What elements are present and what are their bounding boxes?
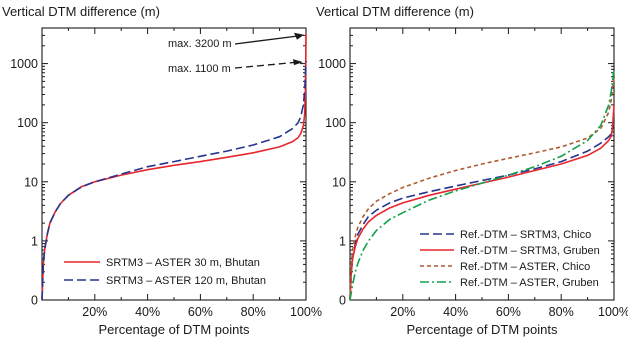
- annotation-arrow: [234, 61, 299, 69]
- left-chart-title: Vertical DTM difference (m): [2, 4, 160, 19]
- legend-label: SRTM3 – ASTER 30 m, Bhutan: [106, 257, 260, 269]
- series-line: [41, 33, 307, 301]
- x-tick-label: 100%: [598, 305, 628, 319]
- y-tick-label: 0: [339, 294, 346, 308]
- x-tick-label: 100%: [290, 305, 322, 319]
- y-tick-label: 0: [31, 294, 38, 308]
- arrow-head: [294, 32, 304, 40]
- legend-label: SRTM3 – ASTER 120 m, Bhutan: [106, 275, 266, 287]
- series-line: [349, 69, 615, 301]
- y-tick-label: 100: [17, 116, 38, 130]
- x-tick-label: 20%: [82, 305, 107, 319]
- legend-label: Ref.-DTM – ASTER, Chico: [460, 261, 590, 273]
- x-tick-label: 60%: [188, 305, 213, 319]
- right-x-axis-label: Percentage of DTM points: [406, 322, 558, 337]
- y-tick-label: 1: [339, 234, 346, 248]
- x-tick-label: 20%: [390, 305, 415, 319]
- y-tick-label: 10: [24, 175, 38, 189]
- legend-label: Ref.-DTM – SRTM3, Gruben: [460, 245, 600, 257]
- arrow-head: [293, 59, 303, 66]
- annotation-label: max. 3200 m: [168, 38, 232, 50]
- x-tick-label: 80%: [241, 305, 266, 319]
- x-tick-label: 40%: [135, 305, 160, 319]
- left-x-axis-label: Percentage of DTM points: [98, 322, 250, 337]
- x-tick-label: 80%: [549, 305, 574, 319]
- annotation-arrow: [234, 35, 301, 45]
- annotation-label: max. 1100 m: [168, 63, 231, 75]
- legend-label: Ref.-DTM – ASTER, Gruben: [460, 277, 599, 289]
- y-tick-label: 1000: [10, 57, 38, 71]
- y-tick-label: 10: [332, 175, 346, 189]
- x-tick-label: 40%: [443, 305, 468, 319]
- y-tick-label: 1: [31, 234, 38, 248]
- legend-label: Ref.-DTM – SRTM3, Chico: [460, 229, 591, 241]
- right-chart-panel: Vertical DTM difference (m) Percentage o…: [316, 4, 628, 337]
- series-line: [41, 61, 307, 301]
- y-tick-label: 100: [325, 116, 346, 130]
- series-line: [349, 122, 615, 301]
- y-tick-label: 1000: [318, 57, 346, 71]
- x-tick-label: 60%: [496, 305, 521, 319]
- right-chart-title: Vertical DTM difference (m): [316, 4, 474, 19]
- series-line: [349, 104, 615, 301]
- left-chart-panel: Vertical DTM difference (m) Percentage o…: [2, 4, 322, 337]
